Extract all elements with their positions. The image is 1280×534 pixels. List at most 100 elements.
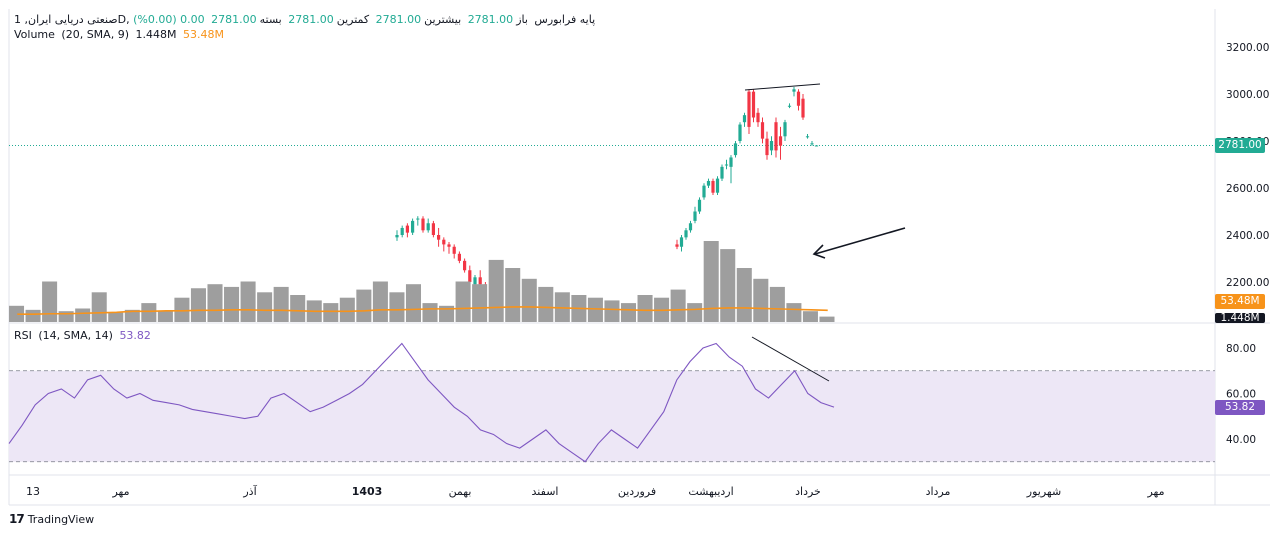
candle [679,235,684,252]
candle [756,108,760,127]
candle-body [463,260,467,271]
candle-body [778,136,783,146]
volume-label: Volume [14,28,55,41]
volume-pane [9,241,835,322]
candle [805,133,810,139]
volume-value: 1.448M [135,28,177,41]
candle [437,227,441,247]
volume-bar [422,303,438,322]
arrow-head [812,244,826,259]
volume-bar [124,309,140,322]
rsi-trendline [751,336,830,382]
low-label: کمترین [336,13,370,26]
candle [478,270,482,287]
candle [783,119,787,141]
volume-bar [769,286,785,322]
tradingview-brand[interactable]: 17 TradingView [9,512,94,526]
arrow-shaft [814,227,906,255]
candle-body [447,244,451,247]
close-label: بسته [259,13,282,26]
candle-body [711,180,715,193]
candle-body [442,239,446,245]
rsi-tick-label: 80.00 [1226,343,1256,355]
volume-bar [91,292,107,322]
change-value: 0.00 (0.00%) [133,13,205,26]
candle-body [706,180,711,186]
candle-body [679,237,684,247]
volume-bar [505,268,521,322]
rsi-band [9,370,1215,462]
candle [688,220,693,233]
candle-body [769,141,774,151]
candle-body [688,223,693,231]
candle [447,242,451,254]
volume-params: (20, SMA, 9) [61,28,129,41]
volume-ma-value: 53.48M [182,28,224,41]
candle [416,216,420,226]
candle-body [715,178,720,193]
candle-body [437,235,441,240]
grid [8,9,1270,506]
candle-body [747,91,751,127]
volume-bar [75,308,91,322]
candle [792,86,796,97]
brand-name: TradingView [27,512,95,526]
candle-body [457,253,461,261]
volume-bar [157,311,173,322]
rsi-legend: RSI (14, SMA, 14) 53.82 [14,329,154,343]
volume-ma-line [17,306,828,316]
candle-body [792,89,796,92]
candle [729,155,733,184]
candle [463,258,467,273]
price-trendline [744,83,821,91]
time-tick-label: 13 [26,485,40,498]
candle [702,183,706,200]
rsi-params: (14, SMA, 14) [38,329,113,342]
candle [452,244,456,259]
candle-body [765,138,769,156]
volume-bar [290,295,306,322]
volume-bar [42,281,58,322]
rsi-tick-label: 40.00 [1226,434,1256,446]
candle [675,239,679,250]
volume-bar [604,300,620,322]
candle-body [697,199,702,212]
candle [738,122,742,144]
price-tick-label: 3200.00 [1226,42,1269,54]
rsi-pane[interactable] [8,342,1215,463]
volume-bar [207,284,223,322]
volume-bar [620,303,637,322]
candle [720,164,724,181]
last-price-badge: 2781.00 [1215,138,1265,153]
price-pane[interactable] [9,86,1215,294]
price-tick-label: 3000.00 [1226,89,1269,101]
candle [706,178,711,188]
tradingview-logo-icon: 17 [9,512,25,526]
candle [810,141,814,146]
candle-body [720,166,724,179]
candle-body [416,218,420,220]
candle-body [733,143,738,156]
close-value: 2781.00 [211,13,257,26]
candle [778,126,783,160]
candle-body [405,225,409,233]
volume-bar [736,268,752,322]
volume-bar [670,289,686,322]
volume-bar [58,311,74,322]
high-value: 2781.00 [375,13,422,26]
candle-body [684,230,688,238]
candle [405,223,409,238]
candle [747,89,751,134]
volume-ma-badge: 53.48M [1215,294,1265,309]
candle-body [751,91,756,118]
volume-bar [587,297,603,322]
time-tick-label: فروردین [618,485,656,498]
volume-bar [703,241,719,322]
candle [457,251,461,264]
volume-bar [224,286,240,322]
candle-body [760,122,765,139]
open-label: باز [516,13,528,26]
candle-body [729,157,733,167]
candle [426,218,430,233]
